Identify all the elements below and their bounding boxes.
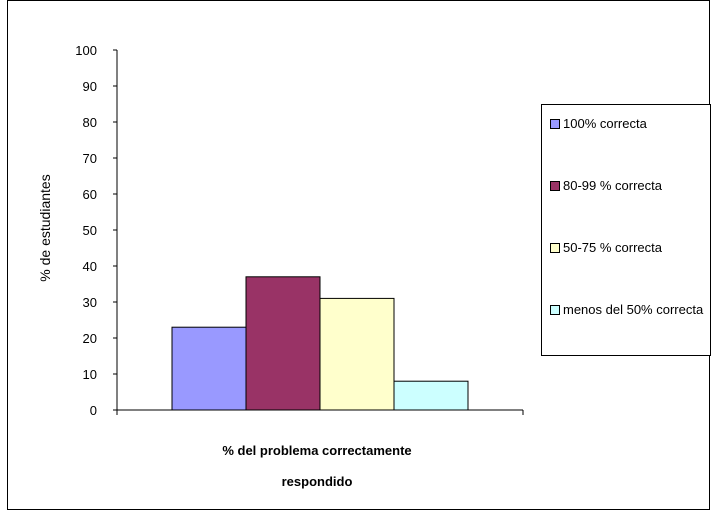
bar-2: [245, 276, 321, 411]
y-tick-label: 100: [75, 43, 97, 58]
y-tick-label: 60: [83, 187, 97, 202]
y-tick-label: 80: [83, 115, 97, 130]
legend-swatch: [550, 119, 560, 129]
y-tick-label: 40: [83, 259, 97, 274]
legend-item-2: 80-99 % correcta: [550, 177, 712, 195]
legend-item-3: 50-75 % correcta: [550, 239, 712, 257]
chart-legend: 100% correcta 80-99 % correcta 50-75 % cor…: [541, 104, 711, 356]
bar-3: [319, 297, 395, 411]
legend-swatch: [550, 305, 560, 315]
y-tick-label: 30: [83, 295, 97, 310]
bar-4: [393, 380, 469, 411]
legend-label: 100% correcta: [563, 116, 647, 131]
legend-item-1: 100% correcta: [550, 115, 712, 133]
legend-swatch: [550, 181, 560, 191]
y-tick-label: 10: [83, 367, 97, 382]
y-tick-label: 20: [83, 331, 97, 346]
y-axis-ticks: 0 10 20 30 40 50 60 70 80 90 100: [75, 43, 524, 418]
bars: [171, 276, 469, 411]
y-tick-label: 0: [90, 403, 97, 418]
legend-label: 80-99 % correcta: [563, 178, 662, 193]
legend-item-4: menos del 50% correcta: [550, 301, 712, 319]
y-tick-label: 50: [83, 223, 97, 238]
x-axis-title-line-1: % del problema correctamente: [222, 443, 411, 458]
x-axis-title-line-2: respondido: [282, 474, 353, 489]
y-axis-title: % de estudiantes: [37, 174, 53, 281]
bar-1: [171, 326, 247, 411]
legend-swatch: [550, 243, 560, 253]
legend-label: 50-75 % correcta: [563, 240, 662, 255]
y-tick-label: 90: [83, 79, 97, 94]
y-tick-label: 70: [83, 151, 97, 166]
legend-label: menos del 50% correcta: [563, 302, 704, 317]
